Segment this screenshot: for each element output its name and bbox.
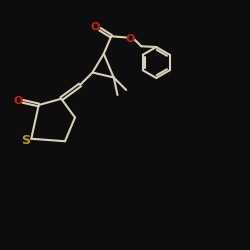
Text: O: O bbox=[13, 96, 23, 106]
Text: O: O bbox=[91, 22, 100, 32]
Text: S: S bbox=[21, 134, 30, 146]
Text: O: O bbox=[126, 34, 135, 44]
